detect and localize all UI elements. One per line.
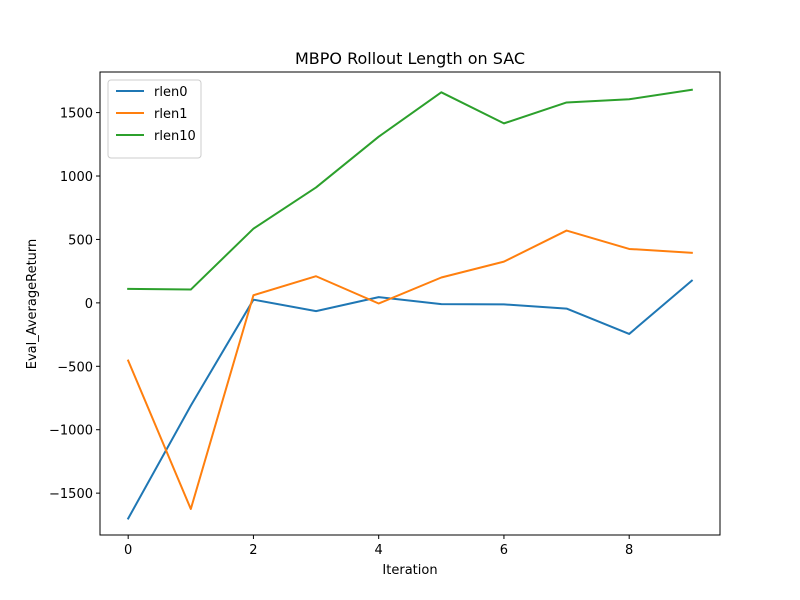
legend: rlen0 rlen1 rlen10 <box>107 79 202 159</box>
legend-label-rlen10: rlen10 <box>154 129 196 144</box>
y-tick-label: −500 <box>57 360 93 375</box>
y-tick-label: 1500 <box>60 107 93 122</box>
y-axis-label: Eval_AverageReturn <box>25 239 40 370</box>
legend-box <box>107 79 202 159</box>
y-tick-label: 500 <box>68 233 93 248</box>
x-tick-label: 2 <box>249 543 257 558</box>
x-tick-label: 4 <box>375 543 383 558</box>
x-tick-label: 8 <box>625 543 633 558</box>
y-tick-label: −1000 <box>49 424 93 439</box>
legend-label-rlen1: rlen1 <box>154 107 187 122</box>
y-tick-label: 0 <box>85 297 93 312</box>
x-axis: 0 2 4 6 8 <box>124 535 633 558</box>
y-tick-label: 1000 <box>60 170 93 185</box>
series-line-rlen10 <box>127 88 693 291</box>
series-line-rlen0 <box>126 279 694 520</box>
x-axis-label: Iteration <box>382 563 437 578</box>
legend-label-rlen0: rlen0 <box>154 85 187 100</box>
y-axis: −1500 −1000 −500 0 500 1000 1500 <box>49 107 100 502</box>
chart-title: MBPO Rollout Length on SAC <box>295 49 525 68</box>
x-tick-label: 0 <box>124 543 132 558</box>
x-tick-label: 6 <box>500 543 508 558</box>
series-lines <box>126 88 694 520</box>
series-line-rlen1 <box>126 229 693 510</box>
axes-frame <box>99 71 721 536</box>
y-tick-label: −1500 <box>49 487 93 502</box>
